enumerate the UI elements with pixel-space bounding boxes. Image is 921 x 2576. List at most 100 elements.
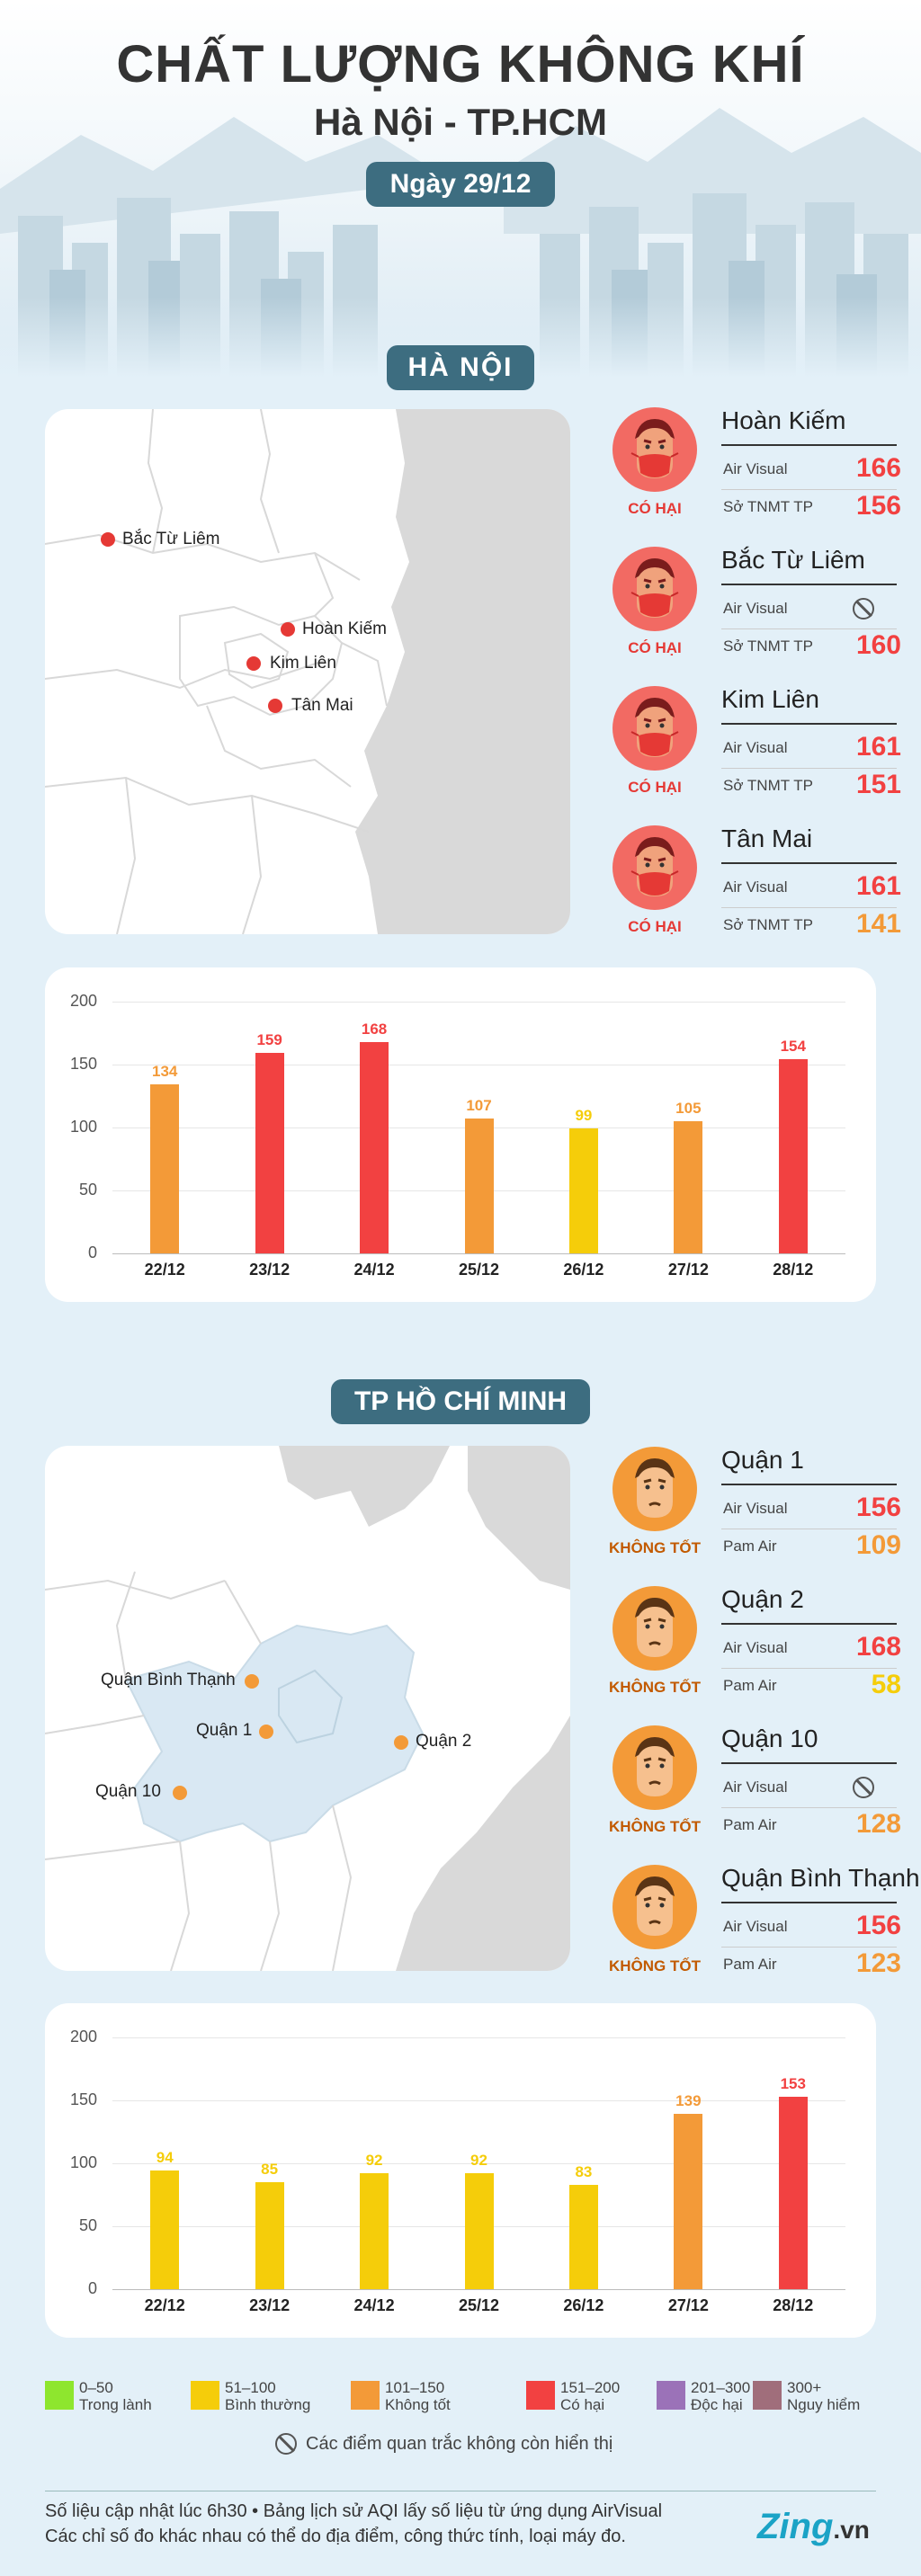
hcm-map-shapes: [45, 1446, 570, 1971]
aqi-value: 58: [871, 1670, 901, 1699]
aqi-value: 156: [855, 491, 901, 521]
y-tick-label: 200: [69, 992, 97, 1010]
station-divider: [721, 444, 897, 446]
chart-bar: [778, 1059, 808, 1253]
station-divider: [721, 723, 897, 725]
legend-item: 0–50 Trong lành: [45, 2379, 180, 2417]
bar-value-label: 134: [152, 1063, 178, 1081]
station-name: Tân Mai: [721, 824, 813, 852]
station-card: CÓ HẠI Hoàn Kiếm Air Visual 166 Sở TNMT TP 15…: [586, 406, 901, 532]
footer-note-2: Các chỉ số đo khác nhau có thể do địa đi…: [45, 2527, 626, 2546]
source-label: Sở TNMT TP: [723, 498, 813, 515]
aqi-value: 168: [855, 1632, 901, 1662]
aqi-value: 156: [855, 1493, 901, 1522]
legend-name: Không tốt: [385, 2396, 451, 2413]
x-tick-label: 27/12: [667, 2296, 709, 2314]
source-label: Air Visual: [723, 1918, 788, 1935]
bar-value-label: 94: [156, 2149, 174, 2167]
bar-value-label: 92: [365, 2152, 383, 2170]
row-divider: [721, 1668, 897, 1669]
aqi-value: 123: [855, 1948, 901, 1978]
map-marker: [245, 1674, 259, 1689]
hanoi-section-title: HÀ NỘI: [387, 345, 534, 390]
station-name: Quận 10: [721, 1725, 818, 1752]
source-label: Sở TNMT TP: [723, 637, 813, 655]
grid-line: [112, 1253, 845, 1254]
aqi-value: 109: [855, 1530, 901, 1560]
bar-value-label: 153: [780, 2074, 806, 2092]
x-tick-label: 23/12: [249, 2296, 291, 2314]
no-data-icon: [275, 2433, 297, 2455]
page-title: CHẤT LƯỢNG KHÔNG KHÍ: [116, 35, 805, 94]
grid-line: [112, 2163, 845, 2164]
map-label: Bắc Từ Liêm: [122, 530, 220, 548]
x-tick-label: 28/12: [773, 1261, 814, 1279]
legend-item: 300+ Nguy hiểm: [753, 2379, 888, 2417]
x-tick-label: 27/12: [667, 1261, 709, 1279]
chart-bar: [778, 2096, 808, 2289]
source-label: Air Visual: [723, 1639, 788, 1656]
station-divider: [721, 1762, 897, 1764]
map-marker: [268, 699, 282, 713]
status-badge: KHÔNG TỐT: [609, 1679, 701, 1696]
legend-name: Có hại: [560, 2396, 605, 2413]
masked-face-icon: [612, 824, 698, 911]
hanoi-map: Bắc Từ Liêm Hoàn Kiếm Kim Liên Tân Mai: [45, 409, 570, 934]
station-name: Kim Liên: [721, 685, 819, 713]
source-label: Pam Air: [723, 1956, 777, 1973]
bar-value-label: 159: [256, 1031, 282, 1049]
aqi-value: 161: [855, 871, 901, 901]
chart-bar: [255, 1053, 284, 1253]
chart-bar: [150, 2170, 180, 2289]
status-badge: KHÔNG TỐT: [609, 1957, 701, 1974]
hero-banner: [0, 0, 921, 378]
station-divider: [721, 584, 897, 585]
y-tick-label: 0: [87, 2279, 97, 2297]
map-marker: [259, 1725, 273, 1739]
grid-line: [112, 2100, 845, 2101]
legend-range: 151–200: [560, 2379, 621, 2396]
station-name: Quận 2: [721, 1585, 804, 1613]
status-badge: CÓ HẠI: [628, 639, 682, 656]
chart-bar: [464, 2173, 494, 2289]
hcm-station-list: KHÔNG TỐT Quận 1 Air Visual 156 Pam Air 109 KH…: [586, 1446, 920, 1985]
source-label: Sở TNMT TP: [723, 916, 813, 933]
legend-range: 201–300: [691, 2379, 751, 2396]
legend-item: 151–200 Có hại: [526, 2379, 661, 2417]
station-card: CÓ HẠI Tân Mai Air Visual 161 Sở TNMT TP 141: [586, 824, 901, 950]
y-tick-label: 100: [69, 2153, 97, 2171]
station-name: Bắc Từ Liêm: [721, 546, 865, 574]
x-tick-label: 25/12: [458, 1261, 500, 1279]
aqi-value: 156: [855, 1911, 901, 1940]
row-divider: [721, 489, 897, 490]
chart-bar: [360, 2173, 389, 2289]
y-tick-label: 100: [69, 1118, 97, 1136]
station-divider: [721, 1484, 897, 1485]
station-card: KHÔNG TỐT Quận Bình Thạnh Air Visual 156 Pam…: [586, 1864, 920, 1990]
bar-value-label: 107: [466, 1097, 492, 1115]
x-tick-label: 22/12: [144, 1261, 185, 1279]
map-label: Kim Liên: [270, 654, 336, 673]
source-label: Sở TNMT TP: [723, 777, 813, 794]
map-label: Hoàn Kiếm: [302, 619, 387, 638]
status-badge: CÓ HẠI: [628, 918, 682, 935]
x-tick-label: 23/12: [249, 1261, 291, 1279]
legend-name: Trong lành: [79, 2396, 152, 2413]
map-marker: [101, 532, 115, 547]
station-card: KHÔNG TỐT Quận 1 Air Visual 156 Pam Air 109: [586, 1446, 901, 1572]
aqi-value: 151: [855, 770, 901, 799]
worried-face-icon: [612, 1446, 698, 1532]
hcm-chart-plot: 0 50 100 150 200 94 22/12 85 23/12 92 24/12 92 25/12…: [45, 2003, 876, 2338]
grid-line: [112, 2289, 845, 2290]
bar-value-label: 139: [675, 2092, 702, 2110]
station-divider: [721, 1902, 897, 1903]
station-name: Quận Bình Thạnh: [721, 1864, 920, 1892]
legend-swatch: [753, 2381, 782, 2410]
row-divider: [721, 1807, 897, 1808]
station-card: CÓ HẠI Bắc Từ Liêm Air Visual Sở TNMT TP 160: [586, 546, 901, 672]
legend-item: 101–150 Không tốt: [351, 2379, 486, 2417]
chart-bar: [464, 1119, 494, 1253]
bar-value-label: 83: [575, 2162, 593, 2180]
bar-value-label: 99: [575, 1107, 593, 1125]
legend-range: 0–50: [79, 2379, 113, 2396]
